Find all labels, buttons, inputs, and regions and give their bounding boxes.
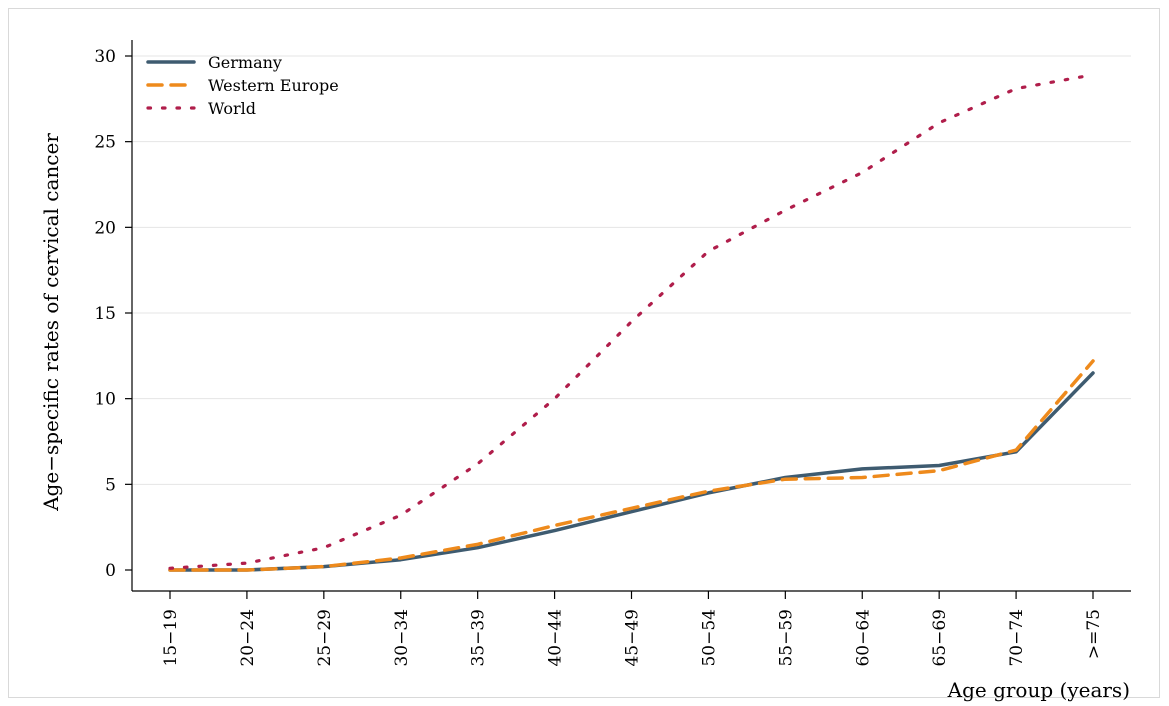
y-tick-label: 20 (94, 218, 116, 238)
legend: Germany Western Europe World (146, 53, 339, 118)
legend-label: World (208, 99, 256, 118)
x-tick-label: 60−64 (853, 609, 873, 667)
x-tick-label: 55−59 (776, 609, 796, 667)
y-tick-label: 10 (94, 390, 116, 410)
x-tick-label: 35−39 (469, 609, 489, 667)
legend-label: Western Europe (208, 76, 339, 95)
series-line-world (168, 73, 1095, 570)
x-tick-label: 50−54 (699, 609, 719, 667)
x-tick-label: 70−74 (1007, 609, 1027, 667)
y-tick-label: 15 (94, 304, 116, 324)
chart-frame (8, 8, 1160, 698)
y-axis-title: Age−specific rates of cervical cancer (39, 133, 63, 512)
series-lines (168, 73, 1095, 572)
series-line-western-europe (168, 359, 1095, 572)
legend-label: Germany (208, 53, 282, 72)
x-tick-label: 40−44 (546, 609, 566, 667)
x-tick-label: >=75 (1084, 609, 1104, 659)
x-tick-label: 20−24 (238, 609, 258, 667)
x-tick-label: 45−49 (623, 609, 643, 667)
grid-lines (132, 55, 1131, 485)
y-tick-label: 5 (105, 475, 116, 495)
axes: 0 5 10 15 20 25 30 15−19 20−24 25−29 30−34 35−39 40−… (94, 40, 1131, 667)
x-tick-label: 15−19 (161, 609, 181, 667)
y-tick-label: 30 (94, 47, 116, 67)
y-tick-label: 25 (94, 133, 116, 153)
x-axis-title: Age group (years) (947, 678, 1130, 702)
x-tick-label: 25−29 (315, 609, 335, 667)
x-tick-label: 65−69 (930, 609, 950, 667)
series-line-germany (168, 371, 1095, 572)
y-tick-label: 0 (105, 561, 116, 581)
x-tick-label: 30−34 (392, 609, 412, 667)
